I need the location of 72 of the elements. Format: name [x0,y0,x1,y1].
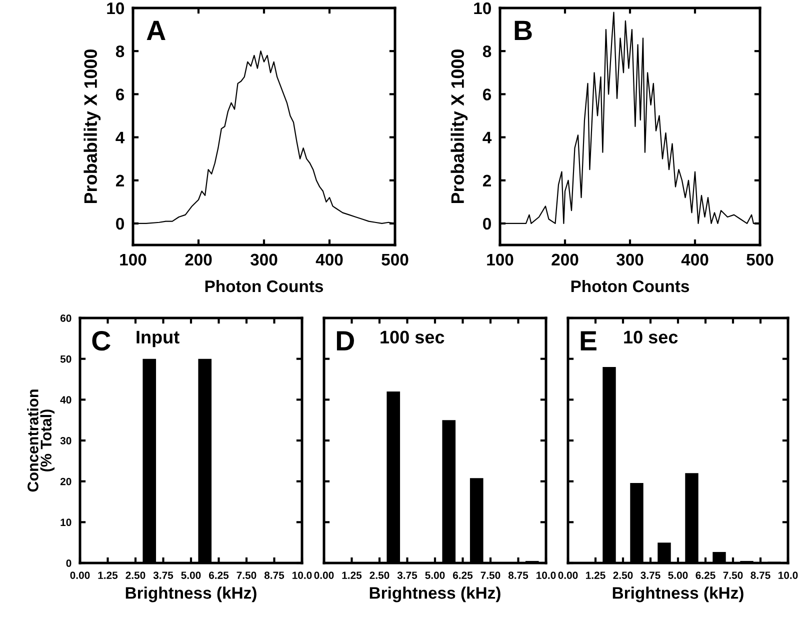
x-tick-label: 400 [316,254,343,266]
x-axis-title: Photon Counts [571,280,690,292]
x-tick-label: 2.50 [613,572,633,579]
x-tick-label: 500 [746,254,774,266]
y-tick-label: 0 [116,218,124,230]
x-tick-label: 0.00 [314,572,334,579]
annotation: D [336,331,354,350]
x-axis-title: Brightness (kHz) [612,586,744,602]
y-tick-label: 10 [60,518,72,526]
x-tick-label: 300 [616,254,644,266]
x-tick-label: 10.0 [292,572,312,579]
x-tick-label: 5.00 [181,572,201,579]
annotation: C [92,330,110,351]
y-tick-label: 8 [116,45,124,58]
y-tick-label: 6 [116,88,124,100]
x-tick-label: 6.25 [452,572,473,579]
x-tick-label: 2.50 [370,572,390,579]
y-axis-title: Concentration (% Total) [27,390,55,492]
annotation: Input [136,330,180,348]
x-tick-label: 5.00 [425,572,445,579]
y-tick-label: 30 [60,437,72,444]
x-tick-label: 7.50 [723,572,743,579]
x-tick-label: 0.00 [558,572,578,579]
x-tick-label: 0.00 [70,572,90,579]
x-tick-label: 6.25 [696,572,716,579]
y-tick-label: 2 [116,174,124,186]
y-tick-label: 0 [483,218,491,230]
annotation: B [514,20,532,40]
y-axis-title: Probability X 1000 [450,49,468,204]
x-tick-label: 200 [185,254,212,266]
y-tick-label: 4 [116,132,125,144]
y-tick-label: 0 [66,560,72,567]
annotation: 100 sec [380,330,444,344]
x-tick-label: 7.50 [236,572,256,579]
y-tick-label: 50 [60,355,72,363]
y-tick-label: 60 [60,314,72,322]
y-tick-label: 10 [107,2,124,14]
x-tick-label: 100 [487,254,514,266]
x-tick-label: 7.50 [480,572,500,579]
y-tick-label: 10 [474,2,491,14]
x-tick-label: 3.75 [640,572,660,579]
x-tick-label: 3.75 [153,572,174,579]
x-tick-label: 5.00 [668,572,688,579]
x-tick-label: 8.75 [750,572,770,579]
x-tick-label: 6.25 [208,572,229,579]
y-tick-label: 4 [482,132,492,144]
y-axis-title: Probability X 1000 [84,49,101,204]
x-tick-label: 200 [552,254,578,266]
x-tick-label: 10.0 [536,572,556,579]
x-tick-label: 1.25 [98,572,118,579]
annotation: E [580,331,596,350]
x-tick-label: 100 [120,254,146,266]
x-tick-label: 300 [250,254,278,266]
x-tick-label: 10.0 [778,572,798,579]
y-tick-label: 40 [60,396,72,404]
annotation: A [146,20,166,40]
x-tick-label: 400 [681,254,708,266]
x-tick-label: 500 [382,254,408,266]
x-tick-label: 3.75 [397,572,418,579]
x-tick-label: 1.25 [586,572,606,579]
x-tick-label: 2.50 [126,572,146,579]
x-tick-label: 1.25 [342,572,362,579]
x-axis-title: Brightness (kHz) [370,586,500,602]
y-tick-label: 8 [482,45,492,58]
y-tick-label: 2 [482,174,491,186]
y-tick-label: 20 [60,478,72,486]
x-axis-title: Brightness (kHz) [126,586,256,602]
y-tick-label: 6 [483,88,492,100]
x-axis-title: Photon Counts [205,280,324,292]
annotation: 10 sec [624,330,678,344]
x-tick-label: 8.75 [264,572,284,579]
x-tick-label: 8.75 [508,572,528,579]
